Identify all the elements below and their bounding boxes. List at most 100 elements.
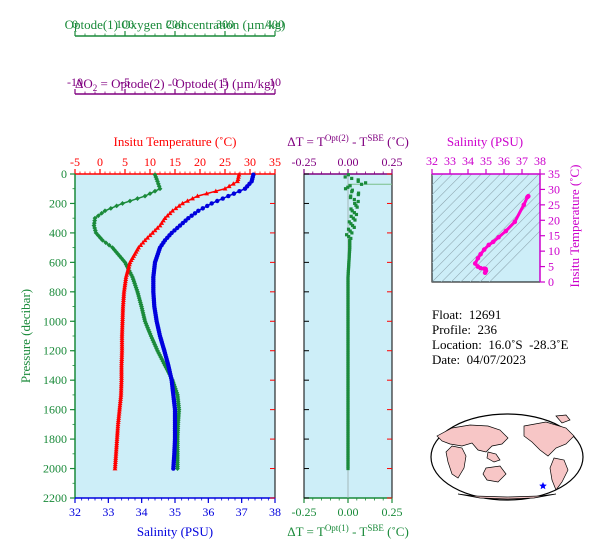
delta-t-bottom-axis-tick-label: 0.00 — [338, 505, 359, 519]
ts-isopycnal — [432, 174, 473, 215]
oxygen-axis-tick-label: 100 — [116, 17, 134, 31]
delta-t-point — [346, 387, 350, 391]
temperature-point — [117, 398, 123, 404]
temperature-point — [122, 282, 128, 288]
delta-o2-axis-tick-label: -5 — [120, 75, 130, 89]
pressure-tick-label: 2000 — [43, 462, 67, 476]
delta-t-point — [346, 304, 350, 309]
temperature-point — [114, 434, 120, 439]
ts-y-tick-label: 0 — [548, 275, 554, 289]
temperature-point — [120, 299, 126, 305]
oxygen-point — [102, 208, 108, 214]
temperature-point — [120, 310, 126, 315]
delta-t-point — [346, 281, 350, 285]
ts-isopycnal — [432, 174, 501, 244]
oxygen-point — [106, 242, 112, 248]
delta-t-point — [346, 365, 350, 369]
delta-t-point — [346, 424, 350, 428]
temperature-point — [119, 329, 125, 334]
delta-t-point — [356, 179, 360, 183]
salinity-point — [237, 188, 242, 194]
delta-t-point — [349, 236, 353, 241]
delta-t-point — [346, 393, 350, 397]
delta-o2-axis: ΔO2 = Optode(2) - Optode(1) (µm/kg) -10 -… — [67, 75, 281, 95]
salinity-point — [209, 201, 214, 206]
ts-isopycnal — [432, 174, 530, 273]
temperature-point — [145, 235, 150, 240]
delta-t-point — [346, 430, 350, 434]
temperature-point — [116, 417, 121, 422]
ts-series — [472, 193, 531, 276]
temperature-point — [173, 205, 179, 211]
oxygen-point — [95, 232, 101, 238]
oxygen-point — [123, 262, 129, 267]
temperature-point — [122, 285, 127, 290]
temperature-point — [176, 203, 182, 208]
delta-t-point — [346, 391, 350, 395]
temperature-axis-tick-label: 25 — [219, 155, 231, 169]
salinity-point — [205, 203, 210, 209]
temperature-point — [119, 322, 125, 328]
ts-isopycnal — [432, 37, 540, 146]
ts-y-tick-label: 30 — [548, 182, 560, 196]
temperature-point — [118, 385, 124, 391]
delta-t-point — [346, 185, 350, 189]
pressure-axis-label: Pressure (decibar) — [18, 289, 33, 383]
oxygen-axis-tick-label: 300 — [216, 17, 234, 31]
temperature-point — [170, 208, 175, 213]
delta-t-point — [348, 242, 352, 246]
temperature-point — [120, 314, 126, 319]
temperature-point — [119, 350, 125, 355]
ts-point — [512, 219, 518, 225]
delta-t-point — [350, 223, 355, 228]
oxygen-point — [148, 333, 154, 339]
ts-isopycnal — [441, 182, 540, 282]
salinity-series — [151, 172, 256, 471]
delta-t-point — [347, 234, 351, 239]
ts-isopycnal — [432, 174, 511, 254]
delta-t-point — [346, 330, 350, 334]
delta-t-series — [343, 173, 368, 471]
delta-t-bottom-axis-tick-label: -0.25 — [292, 505, 317, 519]
delta-t-point — [346, 362, 350, 366]
delta-t-point — [346, 373, 350, 377]
temperature-point — [142, 237, 148, 243]
ts-salinity-label: Salinity (PSU) — [447, 134, 523, 149]
temperature-point — [235, 178, 240, 184]
temperature-point — [213, 188, 219, 193]
delta-t-point — [346, 312, 350, 316]
temperature-point — [120, 316, 125, 321]
oxygen-point — [103, 240, 109, 246]
temperature-axis-tick-label: 15 — [169, 155, 181, 169]
temperature-point — [117, 400, 123, 406]
temperature-point — [116, 411, 122, 416]
delta-o2-axis-label: ΔO2 = Optode(2) - Optode(1) (µm/kg) — [75, 76, 275, 93]
delta-t-point — [346, 269, 350, 274]
temperature-point — [120, 308, 126, 313]
ts-point — [475, 264, 481, 269]
delta-t-point — [353, 218, 357, 222]
pressure-tick-label: 800 — [49, 285, 67, 299]
oxygen-point — [157, 352, 163, 358]
temperature-point — [119, 327, 125, 332]
delta-t-point — [354, 203, 358, 207]
profile-panel: Insitu Temperature (˚C) -5 0 5 10 15 20 25 30 35… — [18, 134, 281, 539]
temperature-point — [113, 455, 119, 460]
delta-t-point — [346, 292, 350, 296]
delta-t-point — [346, 336, 350, 340]
temperature-axis-tick-label: 35 — [269, 155, 281, 169]
ts-point — [472, 261, 478, 266]
ts-isopycnal — [432, 174, 521, 263]
oxygen-point — [141, 314, 147, 320]
temperature-point — [112, 463, 118, 469]
delta-t-point — [346, 463, 350, 467]
oxygen-point — [134, 287, 140, 293]
temperature-point — [190, 195, 195, 201]
delta-t-point — [346, 308, 350, 312]
temperature-point — [116, 413, 122, 418]
delta-t-point — [346, 323, 350, 327]
map-land-south-america — [549, 457, 569, 491]
delta-t-point — [346, 268, 351, 272]
temperature-axis-tick-label: 5 — [122, 155, 128, 169]
ts-isopycnal — [489, 230, 540, 282]
